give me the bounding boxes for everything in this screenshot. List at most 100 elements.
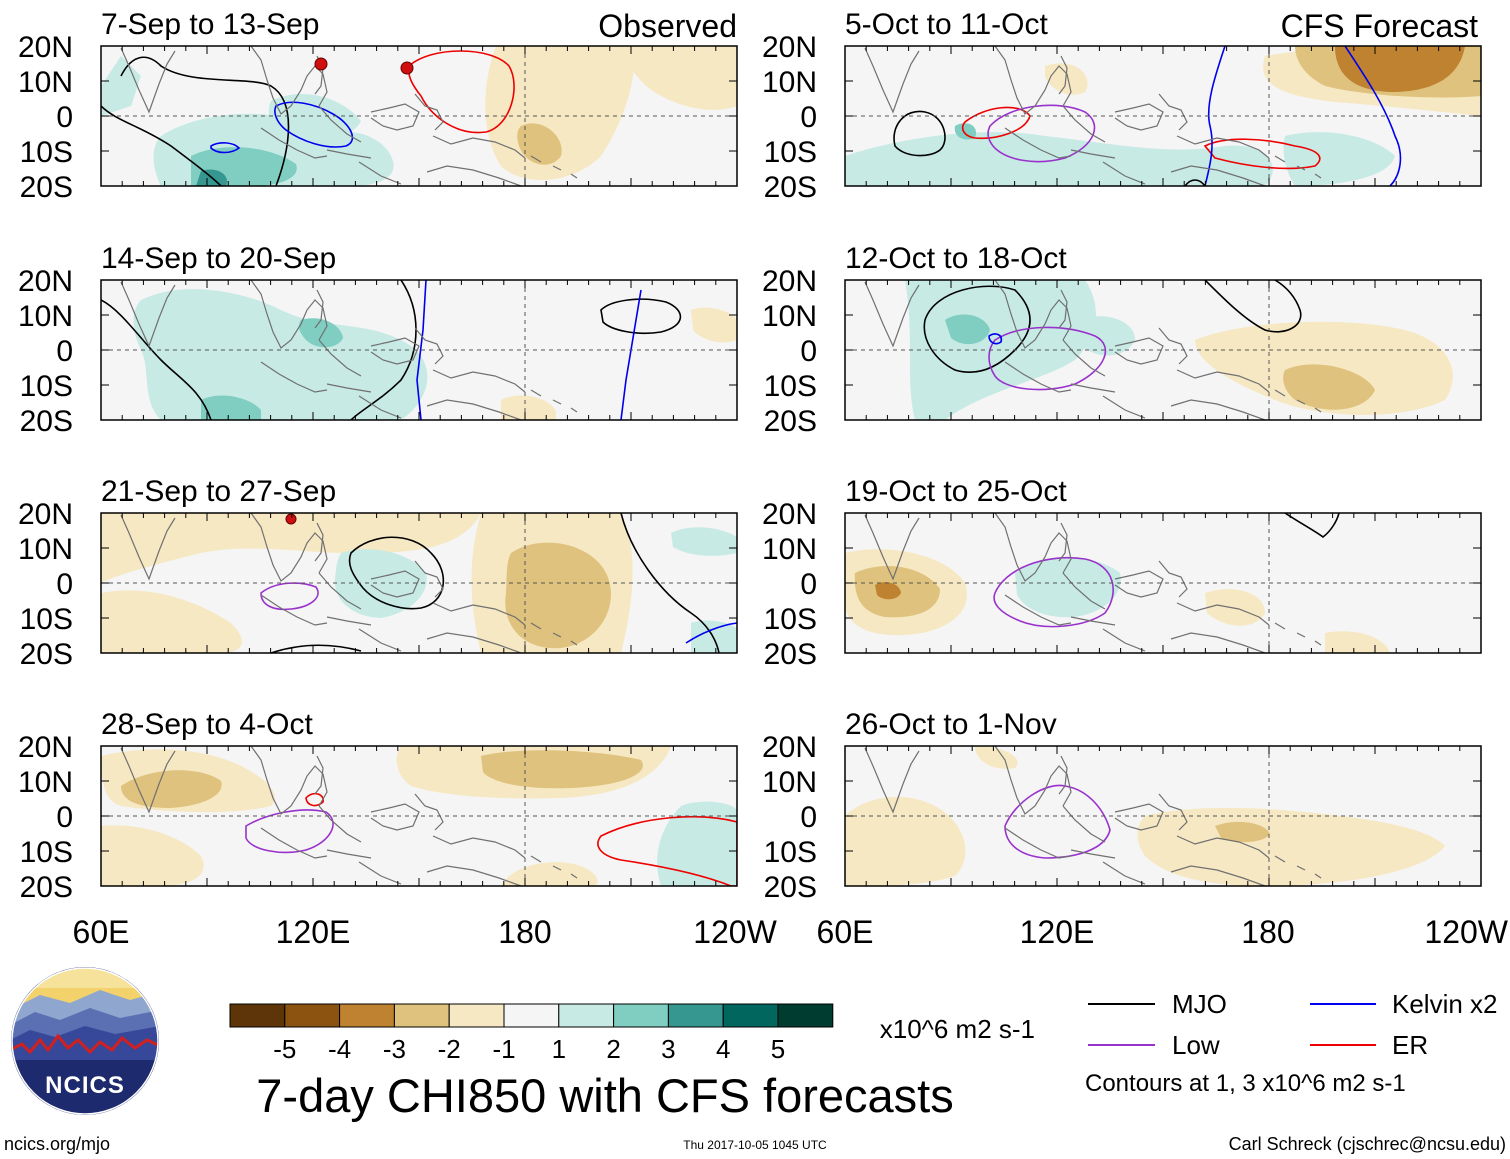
- coastline: [1062, 572, 1106, 610]
- shading-tan: [975, 746, 1018, 769]
- lat-label: 10N: [762, 533, 817, 566]
- coastlines: [864, 746, 1322, 886]
- coastline: [994, 46, 1072, 115]
- mjo-contour: [350, 280, 417, 420]
- coastline: [1004, 827, 1072, 859]
- legend-er-label: ER: [1392, 1030, 1428, 1060]
- mjo-contour: [101, 105, 222, 186]
- lat-label: 20S: [20, 638, 73, 671]
- lat-label: 10S: [20, 603, 73, 636]
- lat-label: 10S: [20, 836, 73, 869]
- shading-teal: [133, 289, 428, 420]
- coastlines: [120, 280, 578, 420]
- lat-label: 10N: [18, 300, 73, 333]
- lat-label: 10S: [764, 603, 817, 636]
- coastline: [1070, 616, 1116, 626]
- shading-teal: [657, 801, 737, 886]
- coastline: [358, 161, 402, 185]
- coastline: [864, 281, 920, 348]
- mjo-contour: [1184, 179, 1206, 186]
- lat-label: 20N: [18, 31, 73, 64]
- colorbar-tick-label: 1: [552, 1034, 566, 1064]
- coastline: [426, 632, 522, 653]
- shading-tan: [101, 513, 481, 583]
- coastline: [1058, 522, 1068, 562]
- coastline: [1102, 628, 1146, 652]
- coastline: [250, 513, 328, 582]
- colorbar-swatch: [448, 1003, 505, 1028]
- coastline: [370, 803, 420, 831]
- lat-label: 20N: [762, 731, 817, 764]
- shading-tan: [1283, 364, 1375, 410]
- shading-teal: [1075, 316, 1135, 356]
- figure-title: 7-day CHI850 with CFS forecasts: [256, 1069, 953, 1122]
- coastline: [318, 805, 362, 843]
- panel-title: 7-Sep to 13-Sep: [101, 8, 319, 41]
- coastline: [1158, 560, 1188, 598]
- colorbar-tick-label: -3: [383, 1034, 406, 1064]
- coastline: [432, 135, 526, 159]
- lat-label: 10N: [18, 66, 73, 99]
- colorbar-swatch: [777, 1003, 834, 1028]
- coastline: [1102, 395, 1146, 419]
- coastline: [1004, 361, 1072, 393]
- coastline: [326, 149, 372, 159]
- colorbar-swatch: [393, 1003, 450, 1028]
- coastline: [370, 570, 420, 598]
- colorbar-tick-label: -1: [492, 1034, 515, 1064]
- storm-marker: [285, 513, 297, 525]
- coastline: [1158, 793, 1188, 831]
- coastline: [1176, 835, 1270, 859]
- lat-label: 20S: [764, 405, 817, 438]
- lat-label: 0: [800, 568, 817, 601]
- coastline: [530, 855, 578, 879]
- coastline: [1114, 103, 1164, 131]
- map-shading: [101, 280, 737, 420]
- coastline: [120, 747, 176, 814]
- coastline: [1158, 327, 1188, 365]
- coastline: [120, 47, 176, 114]
- mjo-contour: [1204, 280, 1302, 333]
- coastline: [414, 793, 444, 831]
- storm-marker: [314, 57, 328, 71]
- colorbar-swatch: [722, 1003, 779, 1028]
- storm-marker: [400, 61, 414, 75]
- map-shading: [101, 746, 737, 886]
- shading-teal: [945, 314, 990, 345]
- lat-label: 10S: [20, 136, 73, 169]
- coastline: [864, 747, 920, 814]
- lat-label: 10N: [762, 300, 817, 333]
- lon-label-120e: 120E: [1020, 914, 1095, 950]
- coastline: [120, 514, 176, 581]
- coastlines: [120, 513, 578, 653]
- colorbar-tick-label: 3: [661, 1034, 675, 1064]
- shading-tan: [691, 307, 737, 343]
- coastline: [1070, 849, 1116, 859]
- lat-label: 10S: [20, 370, 73, 403]
- coastline: [1274, 389, 1322, 413]
- shading-tan: [101, 825, 204, 886]
- colorbar-swatch: [284, 1003, 341, 1028]
- observed-label: Observed: [598, 8, 737, 44]
- map-shading: [101, 46, 737, 186]
- mjo-contour: [620, 513, 720, 653]
- mjo-contour: [270, 644, 362, 653]
- contour-legend: MJO Low Kelvin x2 ER Contours at 1, 3 x1…: [1085, 989, 1498, 1097]
- map-shading: [845, 46, 1481, 186]
- shading-tan: [501, 395, 556, 420]
- coastline: [318, 339, 362, 377]
- lat-label: 10N: [18, 766, 73, 799]
- coastlines: [864, 46, 1322, 186]
- footer-timestamp: Thu 2017-10-05 1045 UTC: [683, 1138, 827, 1152]
- shading-teal: [298, 318, 343, 348]
- coastline: [318, 572, 362, 610]
- colorbar-tick-label: -2: [438, 1034, 461, 1064]
- shading-teal: [201, 395, 261, 420]
- lon-label-120e: 120E: [276, 914, 351, 950]
- colorbar: -5 -4 -3 -2 -1 1 2 3 4 5: [229, 1003, 834, 1064]
- coastline: [414, 560, 444, 598]
- coastline: [260, 361, 328, 393]
- colorbar-tick-label: 4: [716, 1034, 730, 1064]
